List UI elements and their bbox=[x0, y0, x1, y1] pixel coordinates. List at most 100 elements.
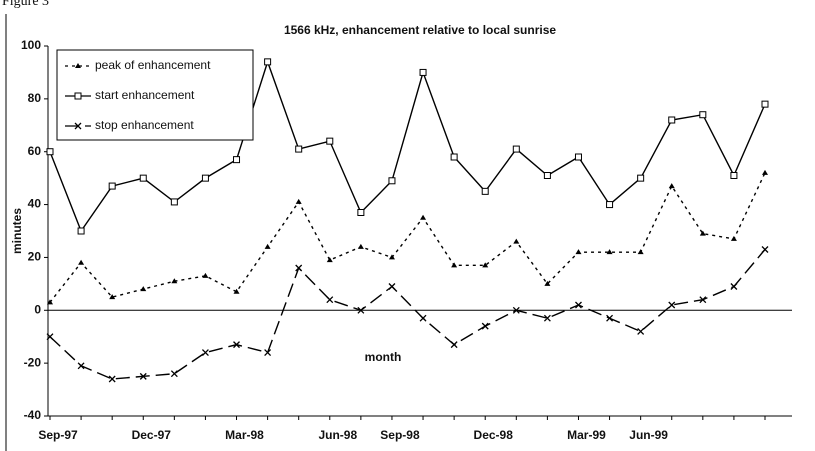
legend-box bbox=[56, 49, 254, 141]
legend-label: stop enhancement bbox=[95, 118, 194, 132]
marker-cross bbox=[46, 333, 54, 341]
y-tick-label: 20 bbox=[28, 250, 42, 264]
series-line bbox=[49, 172, 766, 303]
series-line bbox=[49, 249, 766, 380]
legend-marker bbox=[74, 122, 82, 130]
marker-triangle bbox=[575, 249, 582, 255]
marker-cross bbox=[450, 341, 458, 349]
marker-triangle bbox=[451, 262, 458, 268]
y-tick-label: 100 bbox=[21, 38, 41, 52]
marker-square bbox=[574, 153, 582, 161]
marker-triangle bbox=[109, 294, 116, 300]
marker-square bbox=[46, 148, 54, 156]
x-tick-label: Jun-98 bbox=[318, 428, 357, 442]
marker-cross bbox=[481, 322, 489, 330]
marker-square bbox=[233, 156, 241, 164]
marker-triangle bbox=[357, 243, 364, 249]
chart-title: 1566 kHz, enhancement relative to local … bbox=[284, 23, 556, 37]
y-tick-label: 0 bbox=[34, 302, 41, 316]
marker-cross bbox=[637, 327, 645, 335]
marker-triangle bbox=[513, 238, 520, 244]
marker-triangle bbox=[482, 262, 489, 268]
marker-square bbox=[543, 172, 551, 179]
marker-square bbox=[419, 68, 427, 76]
marker-cross bbox=[606, 314, 614, 322]
marker-cross bbox=[139, 372, 147, 380]
legend-label: peak of enhancement bbox=[95, 58, 211, 72]
marker-cross bbox=[419, 314, 427, 322]
marker-square bbox=[730, 172, 738, 179]
marker-cross bbox=[108, 375, 116, 383]
marker-cross bbox=[699, 296, 707, 304]
x-tick-label: Jun-99 bbox=[629, 428, 668, 442]
marker-triangle bbox=[326, 257, 333, 263]
marker-cross bbox=[761, 246, 769, 253]
marker-triangle bbox=[699, 230, 706, 236]
marker-square bbox=[699, 111, 707, 119]
marker-cross bbox=[668, 301, 676, 309]
marker-cross bbox=[201, 349, 209, 357]
x-tick-label: Mar-98 bbox=[225, 428, 264, 442]
x-tick-label: Dec-97 bbox=[132, 428, 172, 442]
marker-square bbox=[357, 209, 365, 216]
marker-cross bbox=[326, 296, 334, 304]
marker-square bbox=[606, 201, 614, 209]
marker-square bbox=[512, 145, 520, 153]
marker-square bbox=[295, 145, 303, 153]
figure-label: Figure 3 bbox=[2, 0, 49, 9]
marker-cross bbox=[388, 283, 396, 290]
marker-square bbox=[108, 182, 116, 190]
marker-cross bbox=[170, 370, 178, 378]
legend-marker bbox=[74, 92, 82, 100]
marker-cross bbox=[357, 306, 365, 314]
marker-cross bbox=[543, 314, 551, 322]
y-tick-label: -40 bbox=[24, 408, 42, 422]
marker-triangle bbox=[606, 249, 613, 255]
marker-triangle bbox=[78, 259, 85, 265]
marker-triangle bbox=[730, 235, 737, 241]
marker-cross bbox=[233, 341, 240, 349]
marker-triangle bbox=[47, 299, 53, 305]
marker-triangle bbox=[233, 288, 240, 294]
marker-cross bbox=[264, 349, 272, 357]
marker-cross bbox=[295, 264, 303, 272]
x-axis-label: month bbox=[365, 350, 402, 364]
marker-triangle bbox=[171, 278, 178, 284]
marker-triangle bbox=[420, 214, 427, 220]
marker-triangle bbox=[762, 169, 768, 175]
marker-square bbox=[637, 174, 645, 182]
marker-cross bbox=[575, 301, 582, 309]
marker-cross bbox=[77, 362, 85, 370]
marker-square bbox=[264, 58, 272, 66]
marker-square bbox=[170, 198, 178, 206]
x-tick-label: Dec-98 bbox=[474, 428, 514, 442]
marker-square bbox=[201, 174, 209, 182]
series-line bbox=[49, 59, 766, 233]
marker-cross bbox=[730, 283, 738, 290]
marker-square bbox=[77, 227, 85, 235]
marker-triangle bbox=[140, 286, 147, 292]
y-tick-label: 40 bbox=[28, 197, 42, 211]
legend-marker bbox=[75, 63, 81, 68]
marker-triangle bbox=[264, 243, 271, 249]
marker-triangle bbox=[637, 249, 644, 255]
marker-square bbox=[326, 137, 334, 145]
marker-triangle bbox=[668, 183, 675, 189]
y-tick-label: 60 bbox=[28, 144, 42, 158]
marker-triangle bbox=[202, 272, 209, 278]
marker-square bbox=[481, 187, 489, 195]
marker-triangle bbox=[544, 280, 551, 286]
marker-square bbox=[761, 100, 769, 108]
x-tick-label: Sep-98 bbox=[380, 428, 420, 442]
x-tick-label: Sep-97 bbox=[38, 428, 78, 442]
marker-square bbox=[388, 177, 396, 185]
marker-square bbox=[450, 153, 458, 161]
legend-label: start enhancement bbox=[95, 88, 195, 102]
y-axis-label: minutes bbox=[10, 208, 24, 254]
marker-triangle bbox=[295, 198, 302, 204]
marker-triangle bbox=[388, 254, 395, 260]
marker-square bbox=[139, 174, 147, 182]
marker-square bbox=[668, 116, 676, 124]
marker-cross bbox=[512, 306, 520, 314]
